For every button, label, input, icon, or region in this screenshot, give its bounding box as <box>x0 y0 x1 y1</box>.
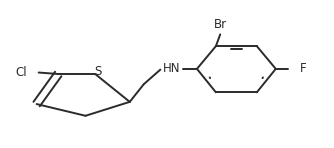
Text: F: F <box>300 62 307 75</box>
Text: S: S <box>94 65 102 78</box>
Text: HN: HN <box>163 62 181 75</box>
Text: Cl: Cl <box>15 66 27 79</box>
Text: Br: Br <box>214 18 227 31</box>
